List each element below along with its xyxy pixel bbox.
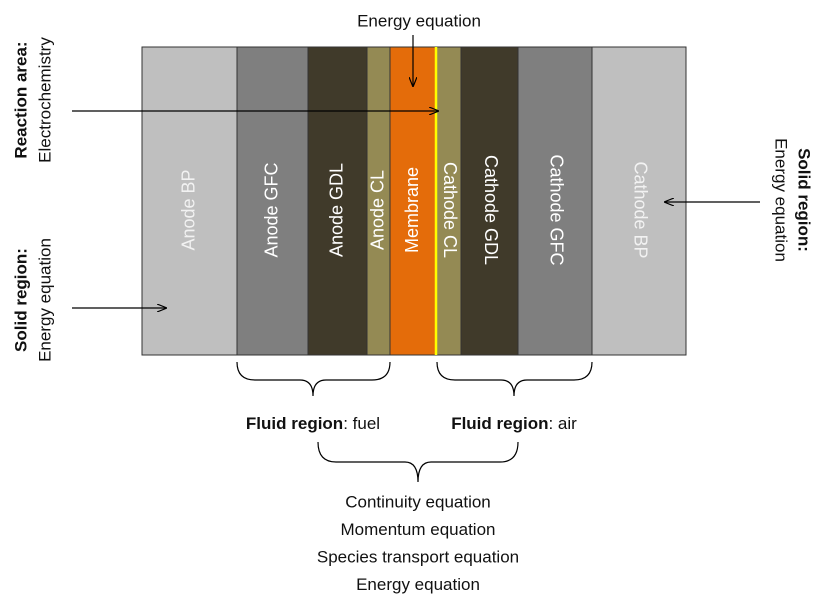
layer xyxy=(435,46,462,356)
equation: Species transport equation xyxy=(317,547,519,566)
solid-text: Energy equation xyxy=(772,138,791,262)
solid-text: Energy equation xyxy=(35,238,54,362)
reaction-title: Reaction area: xyxy=(11,41,30,158)
solid-title: Solid region: xyxy=(11,248,30,352)
fluid-title: Fluid region xyxy=(246,414,343,433)
top-label: Energy equation xyxy=(357,11,481,30)
layer-label: Anode CL xyxy=(367,170,387,250)
layer-label: Cathode CL xyxy=(440,162,460,258)
brace xyxy=(236,361,391,397)
fluid-fuel: Fluid region: fuel xyxy=(246,414,380,433)
layer xyxy=(517,46,593,356)
layer xyxy=(460,46,519,356)
equation: Continuity equation xyxy=(345,492,491,511)
fluid-air: Fluid region: air xyxy=(451,414,577,433)
layer-label: Anode GDL xyxy=(326,163,346,257)
fluid-title: Fluid region xyxy=(451,414,548,433)
brace xyxy=(317,441,519,483)
reaction-text: Electrochemistry xyxy=(35,37,54,163)
equations: Continuity equation Momentum equation Spec… xyxy=(317,492,519,594)
layer xyxy=(389,46,437,356)
layer-label: Cathode GFC xyxy=(546,154,566,265)
solid-title: Solid region: xyxy=(795,148,813,252)
layer xyxy=(141,46,238,356)
equation: Momentum equation xyxy=(341,520,496,539)
layer-label: Cathode GDL xyxy=(481,155,501,265)
layer xyxy=(307,46,368,356)
fluid-text: : air xyxy=(548,414,577,433)
layer-label: Anode GFC xyxy=(261,162,281,257)
layer xyxy=(236,46,309,356)
layers: Anode BP Anode GFC Anode GDL Anode CL Membra… xyxy=(141,46,687,356)
fluid-text: : fuel xyxy=(343,414,380,433)
layer-label: Cathode BP xyxy=(630,161,650,258)
brace xyxy=(436,361,593,397)
layer-label: Anode BP xyxy=(178,169,198,250)
layer-label: Membrane xyxy=(402,167,422,253)
equation: Energy equation xyxy=(356,575,480,594)
